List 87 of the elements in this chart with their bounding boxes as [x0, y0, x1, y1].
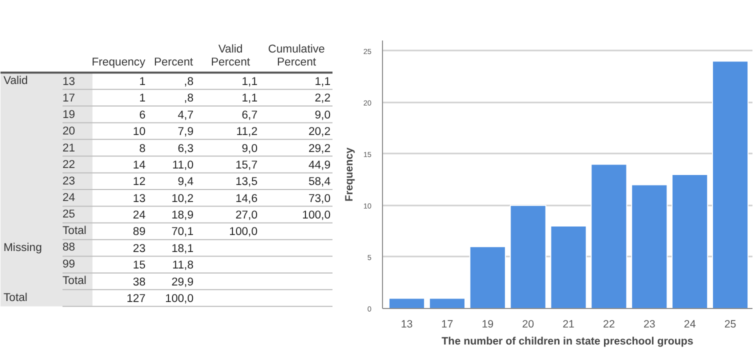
category-label: Valid Percent — [210, 44, 251, 69]
text: 9,0 — [314, 109, 330, 122]
x-tick-label: 23 — [643, 318, 656, 330]
text: 20,2 — [308, 126, 331, 138]
text: 11,0 — [172, 159, 194, 172]
text: 1,1 — [242, 76, 258, 88]
text: 100,0 — [302, 210, 331, 222]
bar — [550, 226, 587, 308]
text: Total — [62, 274, 86, 287]
x-tick-label: 20 — [522, 318, 534, 330]
text: 13,5 — [235, 176, 258, 188]
x-tick-label: 25 — [724, 318, 736, 330]
text: 21 — [62, 142, 76, 154]
text: 22 — [62, 158, 76, 171]
bar — [469, 246, 506, 308]
text: 10,2 — [171, 192, 194, 205]
text: 1 — [139, 92, 146, 105]
text: 89 — [132, 226, 146, 238]
text: 14,6 — [235, 192, 258, 205]
text: ,8 — [184, 92, 194, 105]
text: 24 — [62, 192, 76, 204]
text: 18,1 — [171, 242, 194, 255]
text: 100,0 — [229, 226, 258, 238]
text: Valid — [4, 75, 28, 88]
text: 11,8 — [172, 260, 194, 272]
text: 23 — [132, 242, 146, 255]
text: 127 — [126, 293, 146, 306]
text: 13 — [62, 76, 76, 88]
text: 44,9 — [308, 159, 331, 172]
x-tick-label: 13 — [400, 318, 413, 330]
text: 13 — [132, 192, 146, 205]
text: 15 — [132, 260, 146, 272]
text: 9,4 — [178, 176, 194, 188]
text: 6,7 — [242, 109, 258, 122]
text: 24 — [132, 210, 146, 222]
text: 15,7 — [235, 159, 258, 172]
text: 18,9 — [171, 210, 194, 222]
text: 23 — [62, 175, 76, 188]
text: ,8 — [184, 76, 194, 88]
x-tick-label: 24 — [684, 318, 696, 330]
bar — [672, 174, 708, 308]
text: 2,2 — [314, 92, 330, 105]
text: 70,1 — [171, 226, 194, 238]
text: Total — [4, 292, 28, 304]
text: 29,2 — [308, 142, 331, 155]
text: 27,0 — [235, 210, 258, 222]
text: 6 — [139, 109, 146, 122]
category-label: Frequency — [92, 56, 146, 69]
text: 14 — [132, 159, 146, 172]
bar — [428, 298, 466, 308]
text: 29,9 — [171, 276, 194, 288]
text: 10 — [132, 126, 146, 138]
bar — [631, 184, 668, 308]
text: 99 — [62, 258, 76, 270]
text: 4,7 — [178, 109, 194, 122]
x-tick-label: 22 — [603, 318, 615, 330]
x-tick-label: 17 — [441, 318, 454, 330]
text: 12 — [132, 176, 146, 188]
bar — [388, 298, 426, 308]
text: 8 — [139, 142, 146, 155]
text: 73,0 — [308, 192, 331, 205]
category-label: Percent — [154, 56, 194, 69]
text: 11,2 — [236, 126, 258, 138]
text: 38 — [132, 276, 146, 288]
text: 19 — [62, 109, 76, 122]
text: 88 — [62, 242, 76, 254]
text: 7,9 — [178, 126, 194, 138]
category-label: Cumulative Percent — [268, 44, 325, 69]
text: 1,1 — [314, 76, 330, 88]
text: 25 — [62, 208, 76, 221]
bar — [510, 204, 546, 308]
text: 9,0 — [242, 142, 258, 155]
text: 20 — [62, 126, 76, 138]
y-axis-title: Frequency — [343, 147, 356, 202]
text: Missing — [4, 242, 42, 254]
text: 1,1 — [242, 92, 258, 105]
text: 17 — [62, 92, 76, 105]
bar — [590, 164, 628, 308]
text: 1 — [139, 76, 146, 88]
text: Total — [62, 225, 86, 238]
text: 6,3 — [178, 142, 194, 155]
x-tick-label: 19 — [482, 318, 494, 330]
text: 58,4 — [308, 176, 331, 188]
x-tick-label: 21 — [562, 318, 575, 330]
x-axis-title: The number of children in state preschool groups — [442, 336, 694, 348]
bar — [712, 60, 749, 308]
text: 100,0 — [165, 293, 194, 306]
